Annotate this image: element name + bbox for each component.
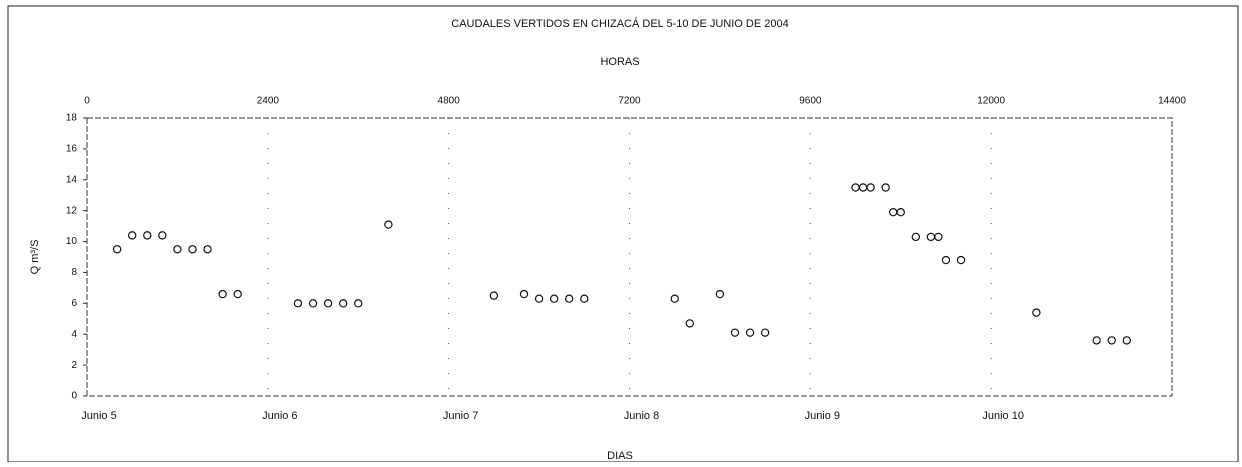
point (745, 328, 755, 337)
y-tick-label: 16 (66, 144, 78, 155)
point (549, 294, 559, 303)
point (896, 208, 905, 217)
y-tick-label: 18 (66, 113, 78, 124)
point (866, 183, 875, 192)
y-tick-label: 6 (71, 298, 77, 309)
point (881, 183, 890, 192)
point (911, 232, 921, 242)
y-axis-label: Q m³/S (29, 240, 41, 275)
chart-title: CAUDALES VERTIDOS EN CHIZACÁ DEL 5-10 DE… (451, 17, 788, 30)
y-tick-label: 0 (71, 391, 77, 402)
day-label: Junio 5 (81, 410, 116, 422)
point (203, 245, 212, 254)
x2-axis-label: DIAS (607, 450, 633, 462)
point (1107, 336, 1116, 345)
point (338, 299, 348, 308)
point (128, 231, 137, 240)
point (143, 231, 152, 240)
point (158, 231, 167, 240)
point (730, 328, 740, 337)
point (941, 255, 951, 265)
day-label: Junio 9 (805, 410, 840, 422)
day-label: Junio 10 (982, 410, 1024, 422)
point (489, 291, 499, 300)
x-tick-label: 0 (84, 96, 90, 107)
day-label: Junio 6 (262, 410, 297, 422)
x-tick-label: 9600 (799, 96, 822, 107)
x-tick-label: 12000 (977, 96, 1005, 107)
plot-area (86, 117, 1173, 397)
point (1092, 336, 1101, 345)
point (173, 245, 182, 254)
y-tick-label: 10 (66, 236, 78, 247)
point (580, 294, 589, 303)
point (889, 208, 898, 217)
y-tick-label: 4 (71, 329, 77, 340)
point (565, 294, 574, 303)
y-tick-label: 14 (66, 174, 78, 185)
point (858, 183, 868, 192)
point (685, 319, 694, 328)
x-tick-label: 2400 (257, 96, 280, 107)
y-tick-label: 12 (66, 205, 78, 216)
point (308, 299, 318, 308)
point (956, 255, 966, 265)
point (670, 294, 679, 303)
point (354, 299, 363, 308)
day-label: Junio 7 (443, 410, 478, 422)
point (384, 220, 393, 229)
x-tick-label: 7200 (618, 96, 641, 107)
point (218, 289, 227, 299)
point (293, 299, 303, 308)
x-axis-label: HORAS (600, 56, 639, 68)
frame (7, 5, 1239, 463)
point (519, 289, 529, 299)
x-tick-label: 14400 (1158, 96, 1186, 107)
day-label: Junio 8 (624, 410, 659, 422)
point (1032, 308, 1041, 317)
point (233, 289, 242, 299)
point (715, 289, 725, 299)
point (926, 232, 936, 242)
point (1122, 336, 1131, 345)
x-tick-label: 4800 (438, 96, 461, 107)
point (934, 232, 943, 242)
point (534, 294, 544, 303)
y-tick-label: 2 (71, 360, 77, 371)
y-tick-label: 8 (71, 267, 77, 278)
point (112, 245, 122, 254)
point (323, 299, 333, 308)
point (760, 328, 770, 337)
point (851, 183, 860, 192)
point (188, 245, 197, 254)
